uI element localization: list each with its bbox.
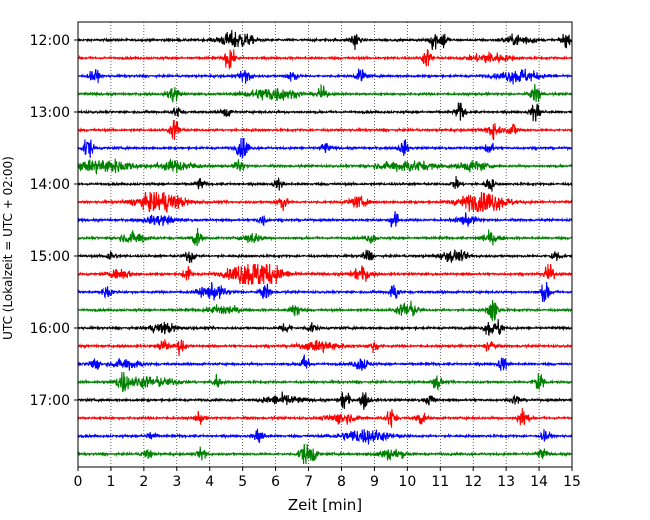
x-tick-label: 7 — [304, 474, 313, 490]
x-tick-label: 0 — [74, 474, 83, 490]
trace-row — [77, 68, 573, 85]
x-tick-label: 6 — [271, 474, 280, 490]
trace-row — [77, 175, 573, 192]
x-tick-label: 3 — [172, 474, 181, 490]
y-tick-label: 14:00 — [30, 177, 70, 193]
x-tick-label: 1 — [106, 474, 115, 490]
trace-row — [77, 191, 573, 213]
trace-row — [77, 119, 573, 141]
trace-row — [77, 339, 573, 357]
x-tick-label: 10 — [398, 474, 416, 490]
trace-row — [77, 102, 573, 122]
x-tick-label: 14 — [530, 474, 548, 490]
x-tick-label: 4 — [205, 474, 214, 490]
x-tick-label: 9 — [370, 474, 379, 490]
trace-row — [77, 319, 573, 336]
trace-row — [77, 137, 573, 159]
x-tick-label: 11 — [431, 474, 449, 490]
trace-row — [77, 443, 573, 465]
y-tick-label: 16:00 — [30, 321, 70, 337]
x-tick-label: 5 — [238, 474, 247, 490]
trace-row — [77, 211, 573, 228]
trace-row — [77, 371, 573, 393]
trace-row — [77, 354, 573, 371]
trace-row — [77, 299, 573, 322]
trace-row — [77, 29, 573, 51]
trace-row — [77, 227, 573, 247]
plot-frame — [77, 21, 573, 468]
x-tick-label: 15 — [563, 474, 581, 490]
y-tick-label: 17:00 — [30, 393, 70, 409]
trace-row — [77, 158, 573, 176]
traces — [77, 29, 573, 465]
trace-row — [77, 249, 573, 264]
x-tick-label: 12 — [464, 474, 482, 490]
trace-row — [77, 83, 573, 103]
x-axis-label: Zeit [min] — [288, 496, 362, 514]
trace-row — [77, 281, 573, 303]
y-axis-ticks: 12:00 13:00 14:00 15:00 16:00 17:00 — [30, 33, 78, 409]
x-tick-label: 13 — [497, 474, 515, 490]
y-tick-label: 13:00 — [30, 105, 70, 121]
trace-row — [77, 407, 573, 428]
y-axis-label: UTC (Lokalzeit = UTC + 02:00) — [1, 156, 15, 340]
trace-row — [77, 428, 573, 445]
x-tick-label: 8 — [337, 474, 346, 490]
trace-row — [77, 49, 573, 71]
y-tick-label: 15:00 — [30, 249, 70, 265]
x-axis-ticks: 0 1 2 3 4 5 6 7 8 9 10 11 12 13 14 15 — [74, 467, 581, 490]
trace-row — [77, 263, 573, 285]
grid-lines — [110, 22, 540, 467]
trace-row — [77, 391, 572, 411]
y-tick-label: 12:00 — [30, 33, 70, 49]
x-tick-label: 2 — [139, 474, 148, 490]
